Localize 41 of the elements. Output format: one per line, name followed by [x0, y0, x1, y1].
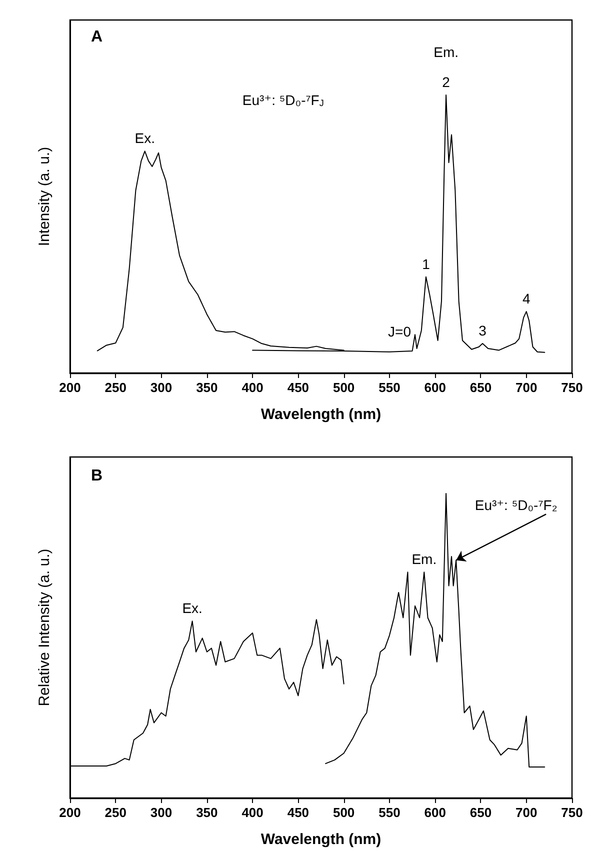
annotation: Eu³⁺: ⁵D₀-⁷FJ — [242, 92, 324, 108]
annotation: Ex. — [182, 600, 202, 616]
x-tick-label: 500 — [332, 805, 355, 820]
x-tick-label: 400 — [242, 805, 264, 820]
x-tick-label: 300 — [150, 805, 172, 820]
chart-title: A — [91, 28, 103, 46]
x-tick-label: 450 — [287, 380, 310, 395]
annotation: 4 — [522, 290, 530, 307]
x-tick-label: 550 — [378, 805, 400, 820]
annotation: Ex. — [134, 130, 155, 146]
x-tick-label: 400 — [242, 380, 264, 395]
x-tick-label: 350 — [196, 805, 218, 820]
annotation: J=0 — [388, 324, 412, 340]
y-axis-title: Relative Intensity (a. u.) — [36, 548, 53, 706]
x-tick-label: 750 — [561, 805, 583, 820]
x-tick-label: 600 — [424, 805, 446, 820]
x-tick-label: 700 — [516, 380, 538, 395]
x-tick-label: 600 — [424, 380, 446, 395]
x-tick-label: 200 — [59, 805, 81, 820]
x-tick-label: 350 — [196, 380, 218, 395]
x-axis-title: Wavelength (nm) — [260, 831, 382, 848]
annotation: 3 — [478, 322, 487, 339]
annotation: 2 — [442, 74, 450, 90]
x-tick-label: 250 — [104, 380, 126, 395]
y-axis-title: Intensity (a. u.) — [36, 146, 53, 246]
annotation: Em. — [434, 44, 458, 60]
annotation: Em. — [412, 551, 437, 568]
annotation: Eu³⁺: ⁵D₀-⁷F₂ — [474, 497, 558, 514]
chart-title: B — [91, 468, 103, 484]
x-axis-title: Wavelength (nm) — [260, 406, 382, 423]
x-tick-label: 300 — [150, 380, 172, 395]
x-tick-label: 200 — [59, 380, 81, 395]
x-tick-label: 550 — [378, 380, 400, 395]
x-tick-label: 250 — [104, 805, 126, 820]
x-tick-label: 450 — [287, 805, 310, 820]
x-tick-label: 500 — [332, 380, 355, 395]
x-tick-label: 650 — [470, 805, 492, 820]
x-tick-label: 650 — [470, 380, 492, 395]
annotation: 1 — [422, 256, 430, 272]
x-tick-label: 750 — [561, 380, 583, 395]
x-tick-label: 700 — [516, 805, 538, 820]
